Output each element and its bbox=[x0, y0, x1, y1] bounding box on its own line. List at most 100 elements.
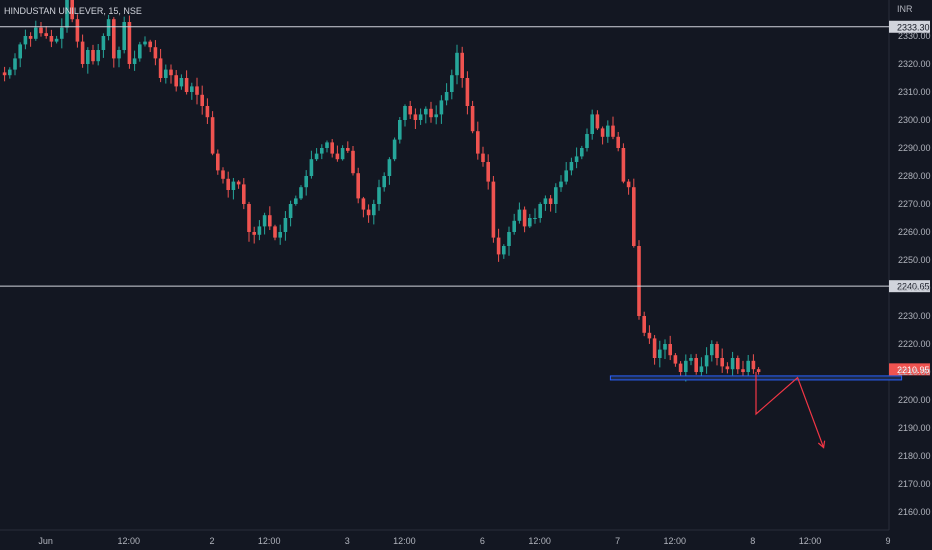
candle-body bbox=[153, 47, 158, 59]
candle-body bbox=[75, 19, 80, 42]
candle-body bbox=[736, 358, 740, 370]
candle-body bbox=[96, 50, 100, 62]
level-price-tag bbox=[889, 280, 930, 293]
candle-body bbox=[39, 27, 43, 34]
price-tick-label: 2230.00 bbox=[898, 311, 931, 321]
candle-body bbox=[320, 148, 324, 154]
price-tick-label: 2270.00 bbox=[898, 199, 931, 209]
candle-body bbox=[283, 218, 288, 232]
price-axis[interactable]: 2160.00 2170.00 2180.00 2190.00 2200.00 2210.… bbox=[898, 31, 931, 517]
projection-path bbox=[755, 372, 825, 448]
candle-body bbox=[398, 120, 402, 140]
candle-body bbox=[590, 114, 594, 134]
candle-body bbox=[710, 344, 714, 356]
candle-body bbox=[164, 69, 168, 78]
candle-body bbox=[522, 209, 527, 227]
candle-body bbox=[746, 360, 750, 372]
candle-body bbox=[273, 226, 277, 238]
candle-body bbox=[548, 198, 553, 204]
candle-body bbox=[195, 86, 199, 95]
candle-body bbox=[169, 69, 173, 76]
candle-body bbox=[715, 344, 719, 358]
candle-body bbox=[689, 358, 693, 361]
candle-body bbox=[632, 187, 636, 246]
candle-body bbox=[756, 369, 761, 372]
overlays-layer: 2333.30 2240.65 2210.95 bbox=[0, 20, 930, 449]
candle-body bbox=[502, 246, 506, 255]
candle-body bbox=[91, 50, 95, 62]
time-axis[interactable]: Jun 12:00 2 12:00 3 12:00 6 12:00 7 12:00 8 12:00 9 bbox=[38, 536, 890, 546]
time-tick-label: 12:00 bbox=[118, 536, 141, 546]
candle-body bbox=[132, 58, 137, 64]
candle-body bbox=[554, 187, 558, 204]
candle-body bbox=[268, 215, 272, 227]
candle-body bbox=[606, 125, 610, 137]
candle-body bbox=[117, 50, 121, 59]
candle-body bbox=[476, 131, 480, 154]
time-tick-label: 9 bbox=[885, 536, 890, 546]
candle-body bbox=[351, 150, 355, 174]
candle-body bbox=[564, 170, 568, 182]
candle-body bbox=[288, 204, 293, 218]
candle-body bbox=[309, 159, 314, 176]
candle-body bbox=[684, 360, 688, 372]
candle-body bbox=[481, 153, 485, 162]
candle-body bbox=[543, 198, 548, 204]
candle-body bbox=[70, 0, 74, 20]
candle-body bbox=[611, 125, 615, 137]
time-tick-label: 3 bbox=[345, 536, 350, 546]
level-price-label: 2333.30 bbox=[897, 22, 930, 32]
candle-body bbox=[44, 33, 48, 36]
candle-body bbox=[8, 69, 12, 76]
candle-body bbox=[533, 218, 537, 219]
candle-body bbox=[699, 366, 704, 372]
price-tick-label: 2170.00 bbox=[898, 479, 931, 489]
price-tick-label: 2240.00 bbox=[898, 283, 931, 293]
candle-body bbox=[496, 237, 501, 255]
price-tick-label: 2280.00 bbox=[898, 171, 931, 181]
candle-body bbox=[647, 332, 652, 339]
candle-body bbox=[585, 134, 589, 148]
candle-body bbox=[595, 114, 600, 129]
candle-body bbox=[465, 78, 470, 106]
price-tick-label: 2180.00 bbox=[898, 451, 931, 461]
candle-body bbox=[429, 108, 433, 118]
candle-body bbox=[528, 218, 532, 227]
candle-body bbox=[361, 198, 366, 210]
candle-body bbox=[252, 232, 256, 235]
last-price-tag bbox=[889, 363, 930, 376]
price-tick-label: 2250.00 bbox=[898, 255, 931, 265]
currency-label: INR bbox=[897, 4, 913, 14]
candle-body bbox=[652, 338, 657, 358]
candle-body bbox=[637, 246, 641, 316]
candle-body bbox=[294, 198, 298, 204]
candle-body bbox=[668, 344, 672, 356]
candle-body bbox=[60, 27, 64, 39]
candle-body bbox=[486, 162, 490, 182]
price-tick-label: 2320.00 bbox=[898, 59, 931, 69]
candle-body bbox=[247, 204, 251, 232]
candle-body bbox=[450, 75, 454, 92]
candle-body bbox=[424, 108, 428, 115]
candle-body bbox=[678, 363, 683, 372]
candle-body bbox=[122, 22, 126, 50]
level-price-label: 2240.65 bbox=[897, 282, 930, 292]
candle-body bbox=[278, 232, 282, 238]
candle-body bbox=[54, 38, 59, 42]
candle-body bbox=[210, 117, 215, 154]
time-tick-label: 12:00 bbox=[528, 536, 551, 546]
candle-body bbox=[434, 114, 438, 118]
candle-body bbox=[34, 27, 38, 39]
candle-body bbox=[158, 58, 163, 78]
time-tick-label: 12:00 bbox=[664, 536, 687, 546]
price-tick-label: 2290.00 bbox=[898, 143, 931, 153]
candle-body bbox=[242, 184, 246, 204]
candle-body bbox=[127, 22, 132, 64]
candle-body bbox=[444, 92, 449, 101]
candle-body bbox=[663, 344, 667, 350]
candle-body bbox=[65, 0, 69, 28]
candle-body bbox=[314, 153, 319, 160]
candle-body bbox=[377, 187, 381, 204]
time-tick-label: 12:00 bbox=[258, 536, 281, 546]
